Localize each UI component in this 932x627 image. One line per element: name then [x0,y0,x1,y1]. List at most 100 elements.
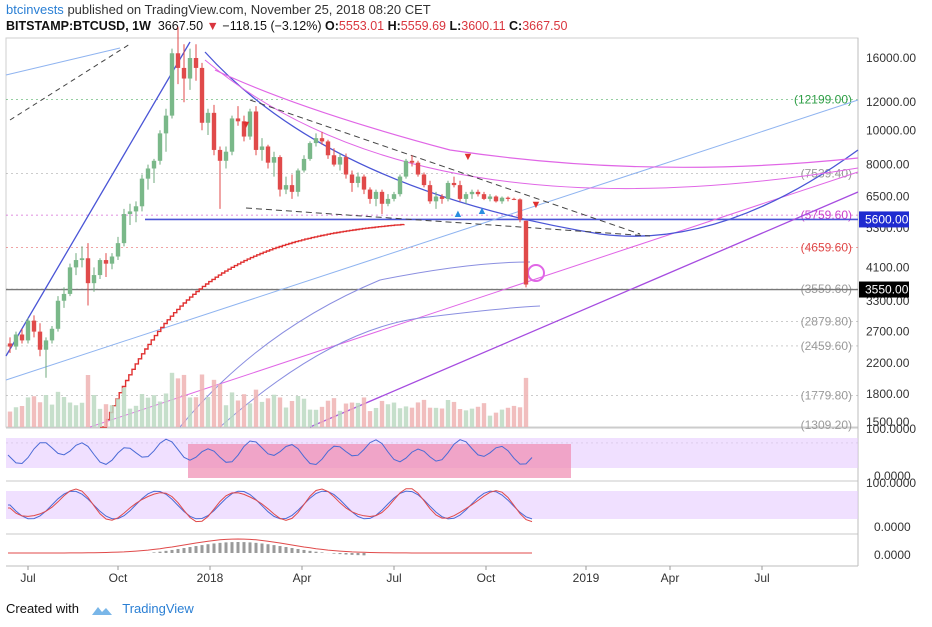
candle-body [163,115,169,134]
macd-histogram-bar [284,547,288,553]
volume-bar [517,407,523,427]
macd-histogram-bar [212,543,216,553]
candle-body [343,157,349,175]
trend-drawings [5,41,859,428]
candle-body [109,256,115,264]
price-tick-label: 8000.00 [866,158,910,172]
trend-line-long [5,99,859,381]
macd-histogram-bar [308,550,312,553]
candle-body [79,258,85,261]
long-ma-line [179,261,531,428]
candle-body [175,53,181,68]
candle-body [385,198,391,204]
volume-bar [67,402,73,427]
volume-bar [367,411,373,427]
price-change: −118.15 (−3.12%) [222,19,322,33]
macd-histogram-bar [350,553,354,555]
volume-bar [163,393,169,427]
dashed-line-upper-left [9,43,131,121]
volume-bar [187,397,193,427]
candle-body [397,176,403,195]
volume-bar [385,404,391,427]
volume-bar [295,396,301,427]
candle-body [235,118,241,122]
tradingview-logo-icon [91,606,112,615]
volume-bar [397,408,403,427]
volume-bar [445,400,451,427]
channel-line-lower [309,191,859,428]
rsi-tick-100: 100.0000 [866,422,916,436]
macd-histogram-bar [344,553,348,555]
signal-arrow-icon: ▼ [463,151,474,163]
candle-body [457,185,463,199]
fib-level-label: (1309.20) [801,418,852,432]
volume-bar [289,400,295,427]
high-value: 5559.69 [400,19,446,33]
candle-body [391,194,397,199]
volume-bar [511,405,517,427]
price-tick-label: 6500.00 [866,190,910,204]
volume-bar [121,387,127,427]
price-tag-bg [859,211,909,228]
volume-bar [337,410,343,427]
macd-histogram-bar [266,544,270,553]
volume-bar [499,409,505,427]
candle-body [469,191,475,195]
candle-body [511,198,517,200]
rsi-line [7,438,533,466]
candle-body [7,343,13,347]
time-tick-label: Jul [386,571,401,585]
volume-bar [217,384,223,427]
chart-frame [5,37,859,567]
price-chart[interactable]: (12199.00)(7539.40)(5759.60)(4659.60)(35… [0,0,932,600]
candle-body [475,191,481,195]
candle-body [187,58,193,79]
volume-bar [487,415,493,427]
tradingview-link[interactable]: TradingView [122,601,194,616]
macd-histogram-bar [158,551,162,553]
candle-body [211,112,217,150]
time-tick-label: Jul [754,571,769,585]
dashed-resistance [249,99,641,235]
candle-body [25,320,31,341]
candle-body [91,275,97,284]
symbol-label[interactable]: BITSTAMP:BTCUSD, 1W [6,19,151,33]
volume-bar [433,407,439,427]
price-axis[interactable]: 16000.0012000.0010000.008000.006500.0053… [859,51,916,562]
time-axis[interactable]: Jul Oct 2018 Apr Jul Oct 2019 Apr Jul [20,566,770,585]
candle-body [43,340,49,350]
volume-bar [427,407,433,427]
candle-body [505,197,511,199]
candle-body [127,211,133,215]
candle-body [61,293,67,301]
candlesticks: ▼ ▼ ▼ ▲ ▲ [7,26,541,378]
candle-body [151,160,157,169]
signal-arrow-icon: ▼ [241,119,252,131]
down-arrow-icon: ▼ [206,19,219,33]
volume-bar [271,394,277,427]
price-tick-label: 10000.00 [866,123,916,137]
volume-bar [169,372,175,427]
volume-bar [349,402,355,427]
time-tick-label: 2019 [573,571,600,585]
stoch-tick-100: 100.0000 [866,476,916,490]
candle-body [37,331,43,350]
macd-histogram-bar [224,542,228,553]
macd-line [8,538,532,554]
price-tag-label: 3550.00 [865,283,909,297]
candle-body [13,334,19,347]
time-tick-label: Oct [109,571,128,585]
author-link[interactable]: btcinvests [6,2,64,17]
candle-body [355,176,361,183]
volume-bar [223,405,229,427]
candle-body [217,149,223,161]
published-line: btcinvests published on TradingView.com,… [6,2,431,17]
candle-body [481,194,487,199]
time-tick-label: Jul [20,571,35,585]
candle-body [73,260,79,268]
candle-body [319,138,325,142]
macd-histogram-bar [260,543,264,553]
candle-body [403,160,409,177]
macd-pane [8,538,532,556]
candle-body [97,260,103,276]
